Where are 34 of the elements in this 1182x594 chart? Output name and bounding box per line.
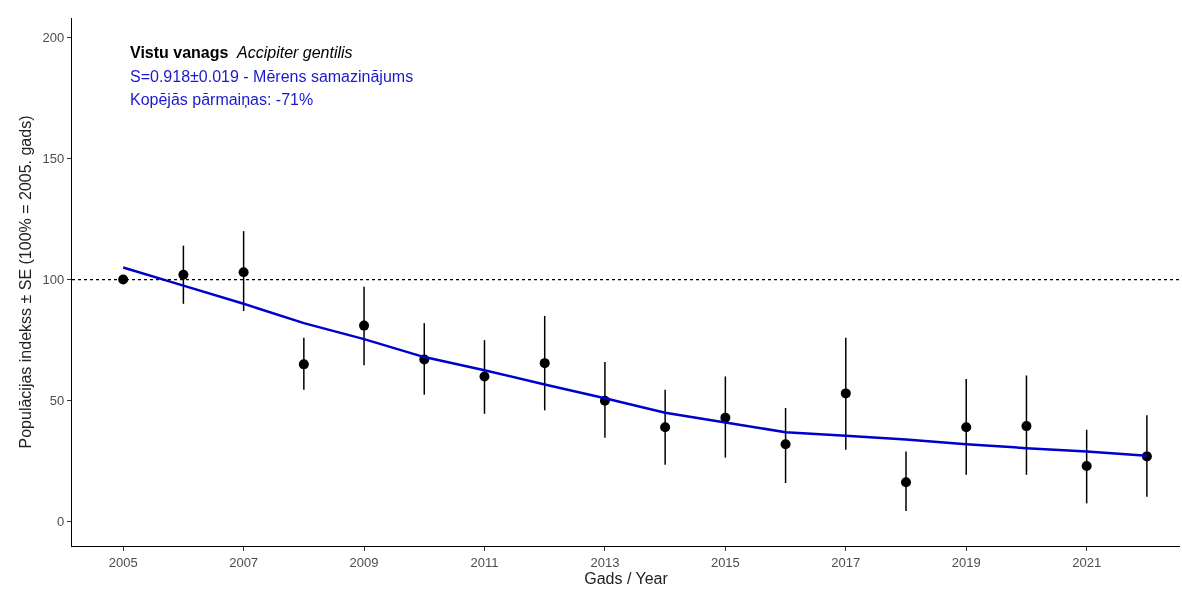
point [901, 477, 912, 488]
x-axis-title: Gads / Year [584, 570, 669, 588]
annotation: Kopējās pārmaiņas: -71% [130, 91, 314, 108]
x-tick-label: 2017 [831, 554, 861, 570]
point [539, 358, 550, 369]
x-tick-label: 2015 [710, 554, 740, 570]
x-tick-label: 2019 [951, 554, 981, 570]
x-tick-label: 2021 [1072, 554, 1102, 570]
x-tick-label: 2013 [590, 554, 620, 570]
point [118, 274, 129, 285]
y-tick-label: 200 [42, 29, 65, 45]
annotation: Accipiter gentilis [236, 44, 353, 61]
annotation: Vistu vanags [130, 44, 229, 61]
y-axis-title: Populācijas indekss ± SE (100% = 2005. gads) [17, 115, 35, 449]
y-tick-label: 150 [42, 151, 65, 167]
point [660, 422, 671, 433]
point [238, 267, 249, 278]
point [780, 439, 791, 450]
point [840, 388, 851, 399]
y-tick-label: 100 [42, 272, 65, 288]
x-tick-label: 2009 [349, 554, 379, 570]
x-tick-label: 2007 [229, 554, 259, 570]
point [479, 371, 490, 382]
point [178, 269, 189, 280]
point [1021, 421, 1032, 432]
x-tick-label: 2011 [470, 554, 499, 570]
point [298, 359, 309, 370]
point [961, 422, 972, 433]
y-tick-label: 0 [57, 514, 65, 530]
annotation: S=0.918±0.019 - Mērens samazinājums [130, 68, 414, 85]
x-tick-label: 2005 [108, 554, 138, 570]
y-tick-label: 50 [49, 393, 65, 409]
point [1081, 461, 1092, 472]
point [359, 320, 370, 331]
